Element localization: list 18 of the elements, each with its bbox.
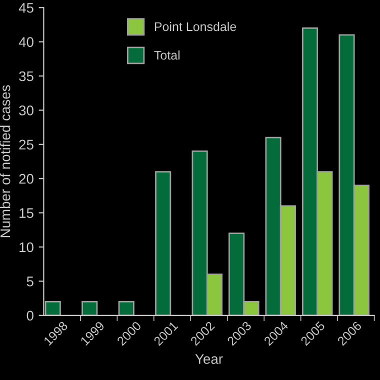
y-tick-label: 0 bbox=[26, 310, 34, 321]
y-tick-label: 5 bbox=[26, 276, 34, 286]
legend-label: Total bbox=[154, 50, 180, 60]
bar bbox=[155, 171, 172, 316]
bar bbox=[82, 301, 98, 316]
bar bbox=[44, 301, 61, 316]
y-tick-label: 20 bbox=[19, 174, 34, 184]
y-tick-label: 15 bbox=[20, 208, 34, 218]
y-tick-label: 35 bbox=[19, 71, 34, 82]
bar bbox=[118, 301, 134, 316]
y-tick-label: 10 bbox=[20, 242, 34, 252]
y-tick-label: 25 bbox=[19, 140, 34, 150]
y-axis-title: Number of notified cases bbox=[0, 85, 10, 238]
x-axis-title: Year bbox=[195, 354, 223, 364]
y-tick-label: 30 bbox=[19, 106, 34, 116]
y-tick-label: 40 bbox=[18, 37, 34, 47]
legend-label: Point Lonsdale bbox=[154, 22, 236, 32]
y-tick-label: 45 bbox=[18, 3, 34, 13]
